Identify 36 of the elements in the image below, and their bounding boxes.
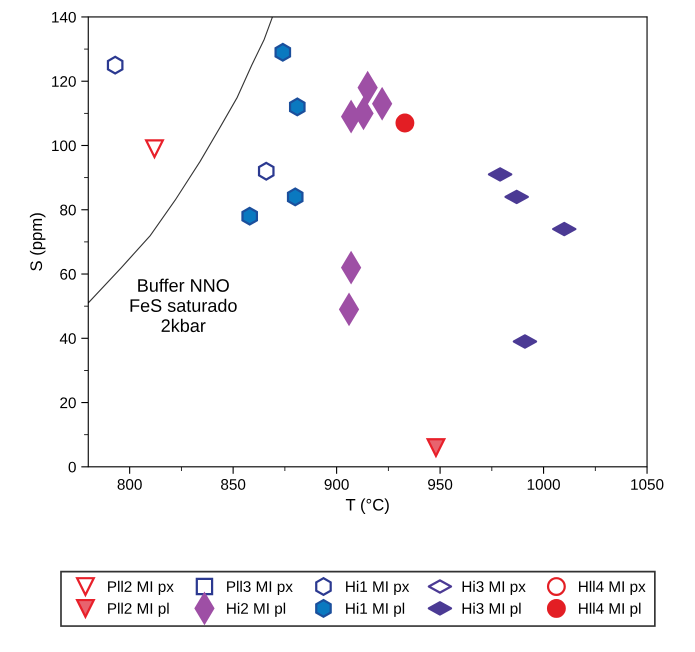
legend-label: Hll4 MI px (579, 580, 646, 596)
y-tick-label: 0 (68, 462, 76, 473)
legend-label: Pll2 MI px (108, 580, 174, 596)
point (274, 42, 292, 62)
point (395, 114, 414, 132)
x-axis-title: T (°C) (346, 498, 389, 514)
x-tick-label: 800 (118, 479, 142, 490)
x-tick-label: 900 (324, 479, 349, 490)
y-tick-label: 60 (60, 268, 76, 280)
point (426, 438, 446, 457)
point (145, 139, 164, 158)
x-tick-label: 1000 (528, 479, 560, 490)
legend-label: Hll4 MI pl (579, 602, 640, 617)
y-tick-label: 140 (52, 12, 76, 23)
legend-label: Hi2 MI pl (227, 602, 286, 617)
y-axis-title: S (ppm) (30, 213, 46, 271)
legend-label: Pll3 MI px (227, 580, 293, 596)
x-tick-label: 950 (428, 479, 452, 490)
point (106, 56, 124, 75)
legend-label: Pll2 MI pl (108, 602, 169, 617)
x-tick-label: 850 (221, 479, 246, 490)
point (288, 97, 306, 116)
x-tick-label: 1050 (631, 479, 664, 490)
y-tick-label: 80 (60, 204, 76, 216)
y-tick-label: 20 (60, 397, 76, 408)
y-tick-label: 40 (60, 333, 76, 344)
legend-label: Hi1 MI px (346, 580, 410, 596)
legend-label: Hi3 MI px (462, 580, 526, 596)
y-tick-label: 100 (52, 140, 76, 152)
point (241, 206, 258, 226)
point (258, 162, 275, 181)
annotation: Buffer NNO FeS saturado 2kbar (130, 278, 237, 332)
legend-label: Hi3 MI pl (462, 602, 521, 617)
point (286, 187, 304, 206)
legend-label: Hi1 MI pl (346, 602, 404, 617)
y-tick-label: 120 (52, 76, 76, 87)
